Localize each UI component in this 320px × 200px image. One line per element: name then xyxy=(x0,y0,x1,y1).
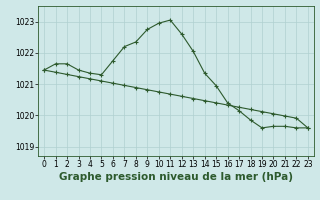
X-axis label: Graphe pression niveau de la mer (hPa): Graphe pression niveau de la mer (hPa) xyxy=(59,172,293,182)
